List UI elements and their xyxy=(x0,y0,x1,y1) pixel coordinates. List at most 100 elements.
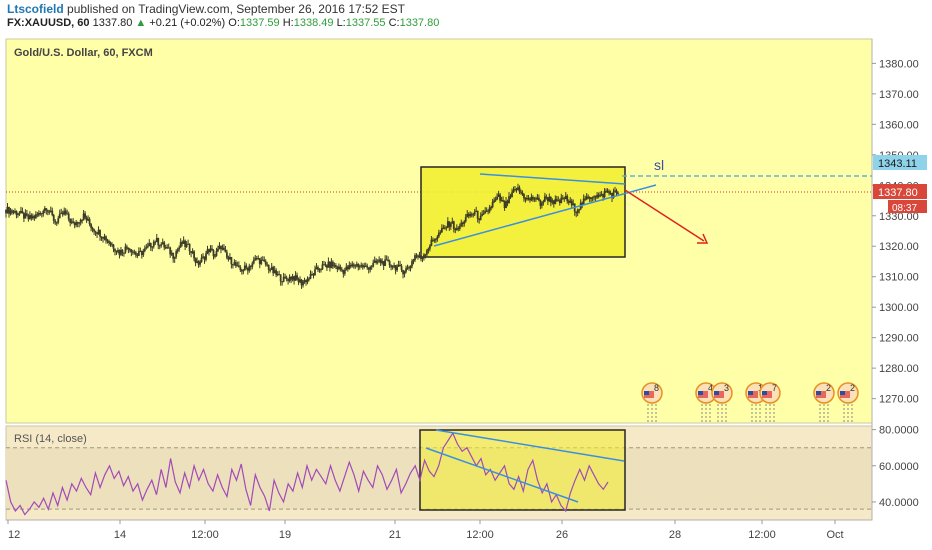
rsi-lower-trendline[interactable] xyxy=(425,447,579,503)
candle-body xyxy=(309,274,312,279)
candle-body xyxy=(427,248,430,251)
candle-body xyxy=(170,252,173,255)
candle-body xyxy=(418,255,421,258)
candle-body xyxy=(249,265,252,267)
candle-body xyxy=(57,218,60,223)
candle-body xyxy=(381,261,384,264)
candle-body xyxy=(497,194,500,197)
candle-body xyxy=(366,265,369,268)
svg-text:1343.11: 1343.11 xyxy=(878,158,917,170)
candle-body xyxy=(527,197,530,200)
candle-body xyxy=(585,196,588,200)
rsi-title: RSI (14, close) xyxy=(14,433,87,445)
candle-body xyxy=(314,269,316,276)
candle-body xyxy=(343,269,346,274)
candle-body xyxy=(28,215,31,220)
candle-body xyxy=(331,261,334,267)
candle-body xyxy=(421,257,424,259)
candle-body xyxy=(282,276,285,282)
candle-body xyxy=(517,187,519,190)
candle-body xyxy=(600,194,603,196)
candle-body xyxy=(537,197,540,201)
candle-body xyxy=(558,200,561,203)
candle-body xyxy=(25,213,28,216)
price-axis[interactable]: 1380.001370.001360.001350.001340.001330.… xyxy=(872,58,919,406)
candle-body xyxy=(51,210,54,216)
candle-body xyxy=(440,228,443,233)
rsi-highlight-box[interactable] xyxy=(419,429,626,511)
candle-body xyxy=(426,250,428,255)
triangle-lower-trendline[interactable] xyxy=(433,184,657,247)
candle-body xyxy=(134,252,137,255)
candle-body xyxy=(237,265,240,268)
candle-body xyxy=(128,249,131,251)
price-highlight-box[interactable] xyxy=(420,166,626,258)
candle-body xyxy=(266,264,269,266)
candle-body xyxy=(311,274,313,276)
time-axis[interactable]: 12 14 12:00 19 21 12:00 26 28 12:00 Oct xyxy=(7,520,844,541)
candle-body xyxy=(523,194,525,199)
candle-body xyxy=(540,202,543,206)
candle-body xyxy=(126,246,128,248)
candle-body xyxy=(273,270,276,274)
candle-body xyxy=(49,210,52,213)
time-tick-label: 12:00 xyxy=(748,529,776,541)
candle-body xyxy=(436,236,439,240)
economic-events[interactable]: 84310722 xyxy=(641,382,859,423)
candle-body xyxy=(505,201,507,208)
candle-body xyxy=(200,257,203,262)
candle-body xyxy=(557,200,560,202)
candle-body xyxy=(596,194,599,198)
candle-body xyxy=(397,264,400,267)
candle-body xyxy=(423,254,425,258)
candle-body xyxy=(79,219,82,223)
candle-body xyxy=(93,229,95,232)
author-link[interactable]: Ltscofield xyxy=(7,2,64,16)
candle-body xyxy=(52,215,55,221)
rsi-upper-trendline[interactable] xyxy=(435,429,625,462)
candle-body xyxy=(535,198,537,200)
bearish-arrow[interactable] xyxy=(624,189,705,242)
candle-body xyxy=(567,201,570,203)
candle-body xyxy=(194,258,197,263)
candle-body xyxy=(420,255,422,259)
candle-body xyxy=(123,252,125,254)
candle-body xyxy=(172,252,175,259)
sl-price-tag: 1343.11 xyxy=(873,155,927,170)
candle-body xyxy=(46,210,49,212)
candle-body xyxy=(55,222,58,224)
candle-body xyxy=(526,197,528,200)
candle-body xyxy=(205,253,207,260)
triangle-upper-trendline[interactable] xyxy=(479,173,626,185)
candle-body xyxy=(375,260,378,263)
candle-body xyxy=(605,190,607,192)
candle-body xyxy=(402,269,404,275)
candle-body xyxy=(36,214,39,216)
candle-body xyxy=(109,242,112,245)
candle-body xyxy=(472,214,475,216)
candle-body xyxy=(231,264,234,266)
candle-body xyxy=(221,247,224,250)
candle-body xyxy=(215,251,218,256)
candle-body xyxy=(158,245,161,247)
chart-area[interactable]: 1380.001370.001360.001350.001340.001330.… xyxy=(0,32,932,550)
candle-body xyxy=(494,199,497,201)
candle-body xyxy=(564,195,567,199)
rsi-axis[interactable]: 80.0000 60.0000 40.0000 xyxy=(872,425,919,509)
candle-body xyxy=(96,232,98,235)
candle-body xyxy=(66,213,69,215)
rsi-line xyxy=(5,431,609,516)
candle-body xyxy=(173,256,176,259)
candle-body xyxy=(279,274,282,282)
event-flag: 2 xyxy=(813,382,835,423)
candle-body xyxy=(346,266,349,270)
candle-body xyxy=(70,221,73,223)
candle-body xyxy=(112,244,115,249)
candle-body xyxy=(467,214,470,217)
candle-body xyxy=(399,264,401,267)
candle-body xyxy=(61,212,64,215)
event-flag: 3 xyxy=(711,382,733,423)
candle-body xyxy=(18,213,21,215)
time-tick-label: 14 xyxy=(114,529,126,541)
candle-body xyxy=(524,198,527,200)
